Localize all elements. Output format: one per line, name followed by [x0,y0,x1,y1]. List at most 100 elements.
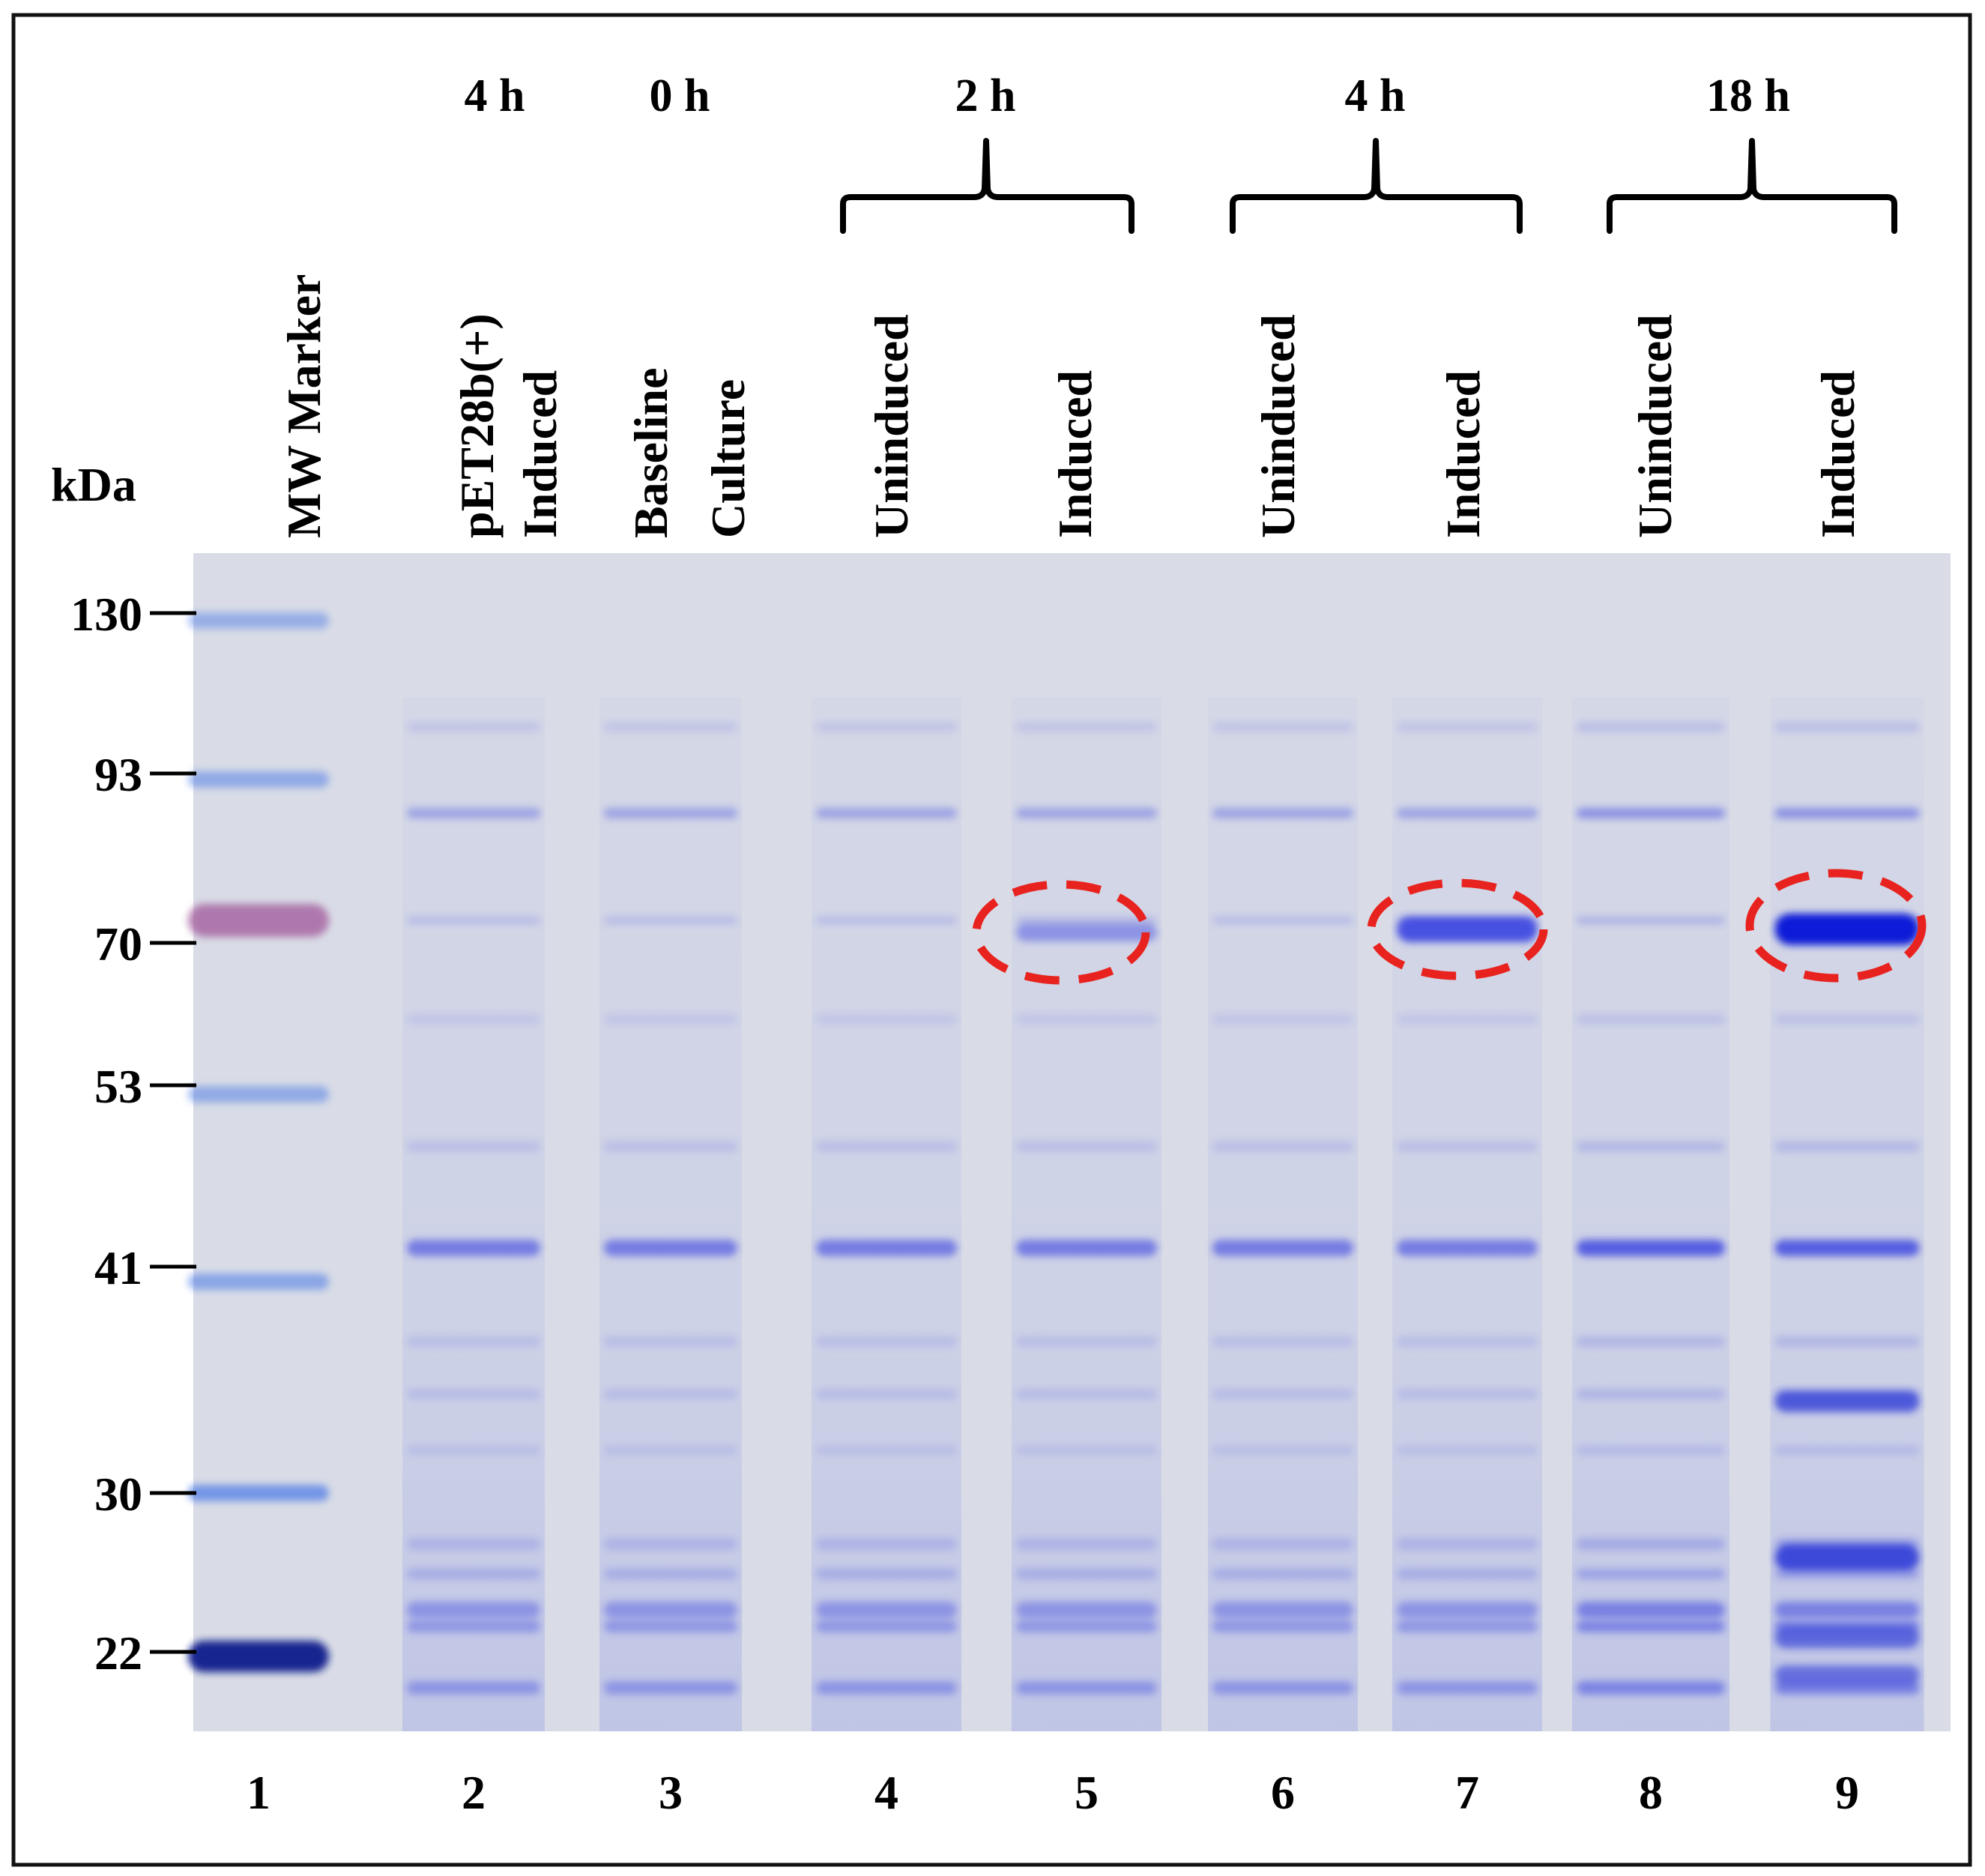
band-lane-9 [1774,1665,1920,1685]
band-lane-5 [1016,1620,1157,1632]
bracket-2h [840,138,1134,234]
band-lane-9 [1774,1141,1920,1152]
highlight-ellipses [972,869,1927,985]
lane-numbers: 1 2 3 4 5 6 7 8 9 [247,1766,1859,1819]
lane-number-8: 8 [1639,1766,1663,1819]
band-lane-6 [1212,1569,1353,1579]
band-lane-4 [816,1141,957,1152]
band-lane-4 [816,1620,957,1632]
band-lane-3 [604,1538,737,1550]
lane-number-1: 1 [247,1766,271,1819]
lane-number-2: 2 [462,1766,486,1819]
band-lane-9 [1774,1602,1920,1618]
band-lane-6 [1212,1336,1353,1347]
band-lane-4 [816,1389,957,1399]
band-lane-7 [1397,1602,1538,1618]
band-lane-2 [407,1014,540,1025]
lane-5-shade [1012,697,1161,1731]
band-lane-3 [604,1446,737,1455]
lane-2-label-line-2: Induced [513,370,567,538]
lane-8-label: Uninduced [1628,314,1682,538]
lane-number-9: 9 [1835,1766,1859,1819]
lane-number-4: 4 [874,1766,898,1819]
band-lane-6 [1212,1681,1353,1695]
band-lane-8 [1577,1538,1725,1550]
band-lane-9 [1774,808,1920,818]
band-lane-2 [407,722,540,732]
band-lane-9 [1774,1014,1920,1025]
band-lane-9 [1774,1627,1920,1648]
band-lane-8 [1577,1014,1725,1025]
band-lane-9 [1774,1240,1920,1256]
band-lane-8 [1577,1389,1725,1399]
band-lane-9 [1774,1446,1920,1455]
band-lane-3 [604,1389,737,1399]
band-lane-5 [1016,808,1157,818]
band-lane-7 [1397,722,1538,732]
tick-label-93: 93 [94,748,142,801]
band-lane-7 [1397,1240,1538,1256]
highlight-lane-9 [1745,869,1927,983]
band-lane-4 [816,1538,957,1550]
band-lane-4 [816,808,957,818]
lane-2-label-line-1: pET28b(+) [450,313,504,538]
band-lane-4 [816,1602,957,1618]
marker-band-lane-1 [188,1273,329,1290]
time-labels: 4 h 0 h 2 h 4 h 18 h [465,70,1790,121]
band-lane-4 [816,1569,957,1579]
band-lane-5 [1016,1538,1157,1550]
marker-axis: 130 93 70 53 41 30 22 [70,588,196,1680]
band-lane-5 [1016,1569,1157,1579]
band-lane-5 [1016,1389,1157,1399]
lane-7-shade [1392,697,1542,1731]
band-lane-2 [407,808,540,818]
time-label-group-2h: 2 h [955,70,1016,121]
band-lane-3 [604,1681,737,1695]
marker-band-lane-1-22 [188,1641,329,1672]
band-lane-3 [604,1620,737,1632]
lane-5-label: Induced [1048,370,1102,538]
protein-bands [188,612,1920,1695]
lane-labels: MW Marker pET28b(+) Induced Baseline Cul… [277,274,1864,538]
band-lane-5 [1016,1014,1157,1025]
lane-8-shade [1572,697,1729,1731]
band-lane-2 [407,1389,540,1399]
band-lane-8 [1577,1620,1725,1632]
tick-label-70: 70 [94,917,142,971]
lane-6-shade [1208,697,1358,1731]
band-lane-2 [407,1569,540,1579]
band-lane-6 [1212,1446,1353,1455]
band-lane-6 [1212,808,1353,818]
band-lane-3 [604,1141,737,1152]
band-lane-9 [1774,1569,1920,1579]
band-lane-3 [604,917,737,924]
band-lane-9 [1774,1391,1920,1412]
band-lane-7 [1397,1569,1538,1579]
lane-3-label-line-2: Culture [701,379,755,538]
marker-band-lane-1 [188,1485,329,1501]
band-lane-8 [1577,1602,1725,1618]
band-lane-6 [1212,1620,1353,1632]
target-band-lane-9 [1774,914,1920,945]
lane-2-shade [402,697,545,1731]
band-lane-7 [1397,1681,1538,1695]
group-brackets [840,138,1897,234]
lane-6-label: Uninduced [1251,314,1305,538]
band-lane-5 [1016,722,1157,732]
marker-band-lane-1 [188,1086,329,1103]
band-lane-4 [816,917,957,924]
band-lane-2 [407,1681,540,1695]
band-lane-8 [1577,808,1725,818]
tick-label-130: 130 [70,588,142,641]
band-lane-3 [604,1014,737,1025]
band-lane-5 [1016,1681,1157,1695]
lane-3-shade [599,697,742,1731]
band-lane-9 [1774,1544,1920,1571]
band-lane-5 [1016,1240,1157,1256]
bracket-18h [1607,138,1897,234]
band-lane-4 [816,1681,957,1695]
time-label-lane-3: 0 h [650,70,710,121]
time-label-group-4h: 4 h [1345,70,1406,121]
band-lane-2 [407,917,540,924]
